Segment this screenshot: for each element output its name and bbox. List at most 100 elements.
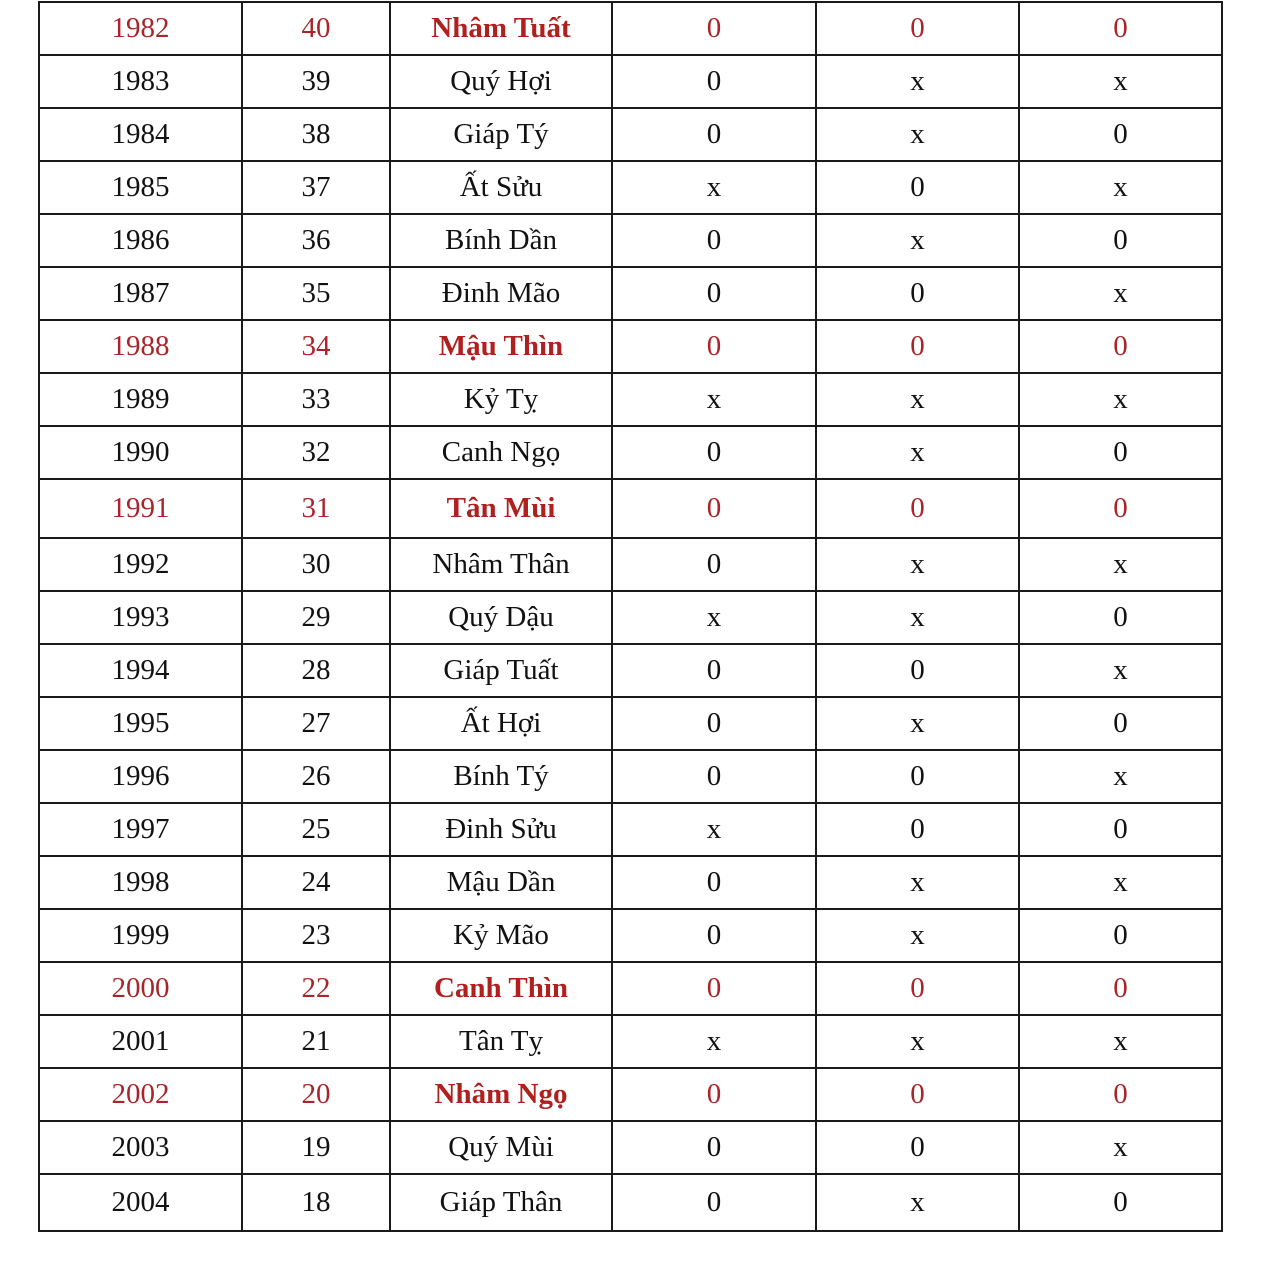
year-cell: 1989 xyxy=(38,372,243,427)
mark-cell-2: 0 xyxy=(815,319,1020,374)
age-cell: 37 xyxy=(241,160,391,215)
age-cell: 38 xyxy=(241,107,391,162)
mark-cell-2: 0 xyxy=(815,1120,1020,1175)
can-chi-cell: Giáp Thân xyxy=(389,1173,613,1232)
can-chi-cell: Tân Tỵ xyxy=(389,1014,613,1069)
mark-cell-1: 0 xyxy=(611,425,817,480)
year-cell: 2002 xyxy=(38,1067,243,1122)
age-compatibility-table: 1982 40 Nhâm Tuất 0 0 0 1983 39 Quý Hợi 0 x x 1984 38… xyxy=(38,1,1223,1232)
mark-cell-3: 0 xyxy=(1018,107,1223,162)
table-row: 1987 35 Đinh Mão 0 0 x xyxy=(38,266,1223,321)
mark-cell-2: x xyxy=(815,54,1020,109)
mark-cell-1: 0 xyxy=(611,908,817,963)
can-chi-cell: Kỷ Mão xyxy=(389,908,613,963)
age-cell: 18 xyxy=(241,1173,391,1232)
table-row: 1985 37 Ất Sửu x 0 x xyxy=(38,160,1223,215)
mark-cell-1: x xyxy=(611,372,817,427)
mark-cell-1: 0 xyxy=(611,54,817,109)
mark-cell-3: 0 xyxy=(1018,802,1223,857)
mark-cell-3: 0 xyxy=(1018,590,1223,645)
mark-cell-2: x xyxy=(815,696,1020,751)
mark-cell-2: 0 xyxy=(815,1,1020,56)
mark-cell-1: 0 xyxy=(611,1,817,56)
can-chi-cell: Giáp Tuất xyxy=(389,643,613,698)
year-cell: 2001 xyxy=(38,1014,243,1069)
year-cell: 1988 xyxy=(38,319,243,374)
can-chi-cell: Quý Mùi xyxy=(389,1120,613,1175)
mark-cell-1: 0 xyxy=(611,266,817,321)
mark-cell-2: x xyxy=(815,1014,1020,1069)
mark-cell-2: 0 xyxy=(815,802,1020,857)
table-row: 1993 29 Quý Dậu x x 0 xyxy=(38,590,1223,645)
can-chi-cell: Bính Tý xyxy=(389,749,613,804)
table-row: 1986 36 Bính Dần 0 x 0 xyxy=(38,213,1223,268)
mark-cell-3: x xyxy=(1018,266,1223,321)
table-row: 1989 33 Kỷ Tỵ x x x xyxy=(38,372,1223,427)
mark-cell-3: 0 xyxy=(1018,908,1223,963)
mark-cell-3: 0 xyxy=(1018,696,1223,751)
mark-cell-2: x xyxy=(815,590,1020,645)
mark-cell-2: x xyxy=(815,537,1020,592)
can-chi-cell: Tân Mùi xyxy=(389,478,613,539)
year-cell: 1994 xyxy=(38,643,243,698)
can-chi-cell: Quý Hợi xyxy=(389,54,613,109)
age-cell: 25 xyxy=(241,802,391,857)
mark-cell-2: x xyxy=(815,855,1020,910)
year-cell: 1983 xyxy=(38,54,243,109)
year-cell: 1999 xyxy=(38,908,243,963)
year-cell: 1987 xyxy=(38,266,243,321)
mark-cell-2: x xyxy=(815,213,1020,268)
mark-cell-3: x xyxy=(1018,749,1223,804)
age-cell: 40 xyxy=(241,1,391,56)
table-row: 1988 34 Mậu Thìn 0 0 0 xyxy=(38,319,1223,374)
age-cell: 24 xyxy=(241,855,391,910)
table-row: 1992 30 Nhâm Thân 0 x x xyxy=(38,537,1223,592)
year-cell: 2003 xyxy=(38,1120,243,1175)
age-cell: 31 xyxy=(241,478,391,539)
table-row: 1991 31 Tân Mùi 0 0 0 xyxy=(38,478,1223,539)
age-cell: 26 xyxy=(241,749,391,804)
year-cell: 1995 xyxy=(38,696,243,751)
year-cell: 1990 xyxy=(38,425,243,480)
mark-cell-2: 0 xyxy=(815,643,1020,698)
mark-cell-3: 0 xyxy=(1018,319,1223,374)
table-row: 1998 24 Mậu Dần 0 x x xyxy=(38,855,1223,910)
mark-cell-3: 0 xyxy=(1018,478,1223,539)
mark-cell-1: 0 xyxy=(611,537,817,592)
mark-cell-1: 0 xyxy=(611,749,817,804)
mark-cell-1: 0 xyxy=(611,1120,817,1175)
mark-cell-1: x xyxy=(611,160,817,215)
table-row: 1984 38 Giáp Tý 0 x 0 xyxy=(38,107,1223,162)
mark-cell-2: x xyxy=(815,425,1020,480)
mark-cell-2: 0 xyxy=(815,478,1020,539)
can-chi-cell: Nhâm Thân xyxy=(389,537,613,592)
can-chi-cell: Nhâm Ngọ xyxy=(389,1067,613,1122)
age-cell: 36 xyxy=(241,213,391,268)
year-cell: 2004 xyxy=(38,1173,243,1232)
can-chi-cell: Ất Hợi xyxy=(389,696,613,751)
mark-cell-1: 0 xyxy=(611,478,817,539)
year-cell: 1992 xyxy=(38,537,243,592)
mark-cell-3: x xyxy=(1018,1014,1223,1069)
mark-cell-1: 0 xyxy=(611,319,817,374)
year-cell: 1991 xyxy=(38,478,243,539)
can-chi-cell: Canh Ngọ xyxy=(389,425,613,480)
can-chi-cell: Ất Sửu xyxy=(389,160,613,215)
table-row: 1994 28 Giáp Tuất 0 0 x xyxy=(38,643,1223,698)
age-cell: 39 xyxy=(241,54,391,109)
table-row: 2003 19 Quý Mùi 0 0 x xyxy=(38,1120,1223,1175)
age-cell: 20 xyxy=(241,1067,391,1122)
year-cell: 1985 xyxy=(38,160,243,215)
table-row: 1999 23 Kỷ Mão 0 x 0 xyxy=(38,908,1223,963)
year-cell: 1986 xyxy=(38,213,243,268)
age-cell: 35 xyxy=(241,266,391,321)
age-cell: 33 xyxy=(241,372,391,427)
mark-cell-3: 0 xyxy=(1018,213,1223,268)
year-cell: 1984 xyxy=(38,107,243,162)
mark-cell-1: 0 xyxy=(611,1067,817,1122)
year-cell: 1997 xyxy=(38,802,243,857)
age-cell: 32 xyxy=(241,425,391,480)
age-cell: 19 xyxy=(241,1120,391,1175)
table-body: 1982 40 Nhâm Tuất 0 0 0 1983 39 Quý Hợi 0 x x 1984 38… xyxy=(38,1,1223,1232)
mark-cell-3: x xyxy=(1018,160,1223,215)
